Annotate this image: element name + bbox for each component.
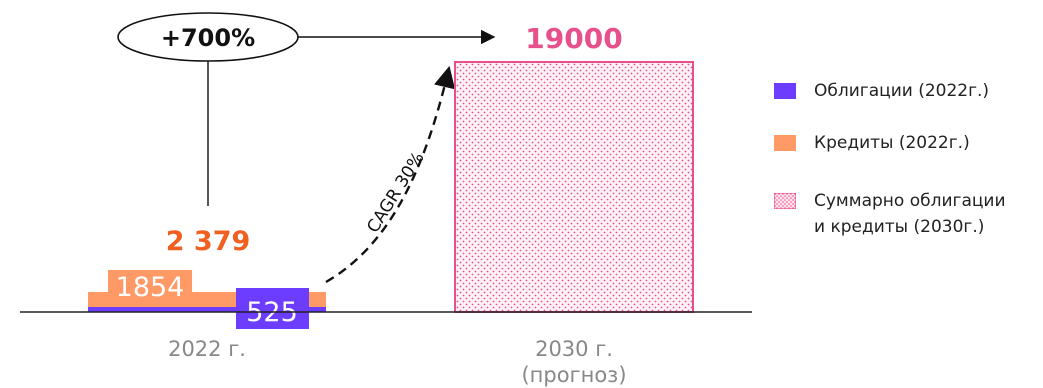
bar-total-2030 [454,61,694,313]
total-label-2030: 19000 [525,22,622,55]
growth-label: +700% [161,24,255,52]
category-label-2030-note: (прогноз) [521,363,626,387]
bar-bonds-2022-tab [236,288,309,329]
legend-swatch-bonds [774,83,796,99]
total-label-2022: 2 379 [166,226,251,257]
cagr-arrow [325,65,456,284]
bar-credits-2022-tab [108,270,192,292]
legend-swatch-total-2030 [774,193,796,209]
legend-label-total-2030: Суммарно облигации и кредиты (2030г.) [814,191,1006,237]
category-label-2022: 2022 г. [168,337,246,361]
cagr-label: CAGR 30% [363,149,428,237]
legend-swatch-credits [774,135,796,151]
data-label-credits-2022: 1854 [116,272,185,303]
legend-label-credits: Кредиты (2022г.) [814,133,970,153]
category-label-2030: 2030 г. [535,337,613,361]
bar-bonds-2022 [88,307,326,312]
legend-label-bonds: Облигации (2022г.) [814,81,990,101]
